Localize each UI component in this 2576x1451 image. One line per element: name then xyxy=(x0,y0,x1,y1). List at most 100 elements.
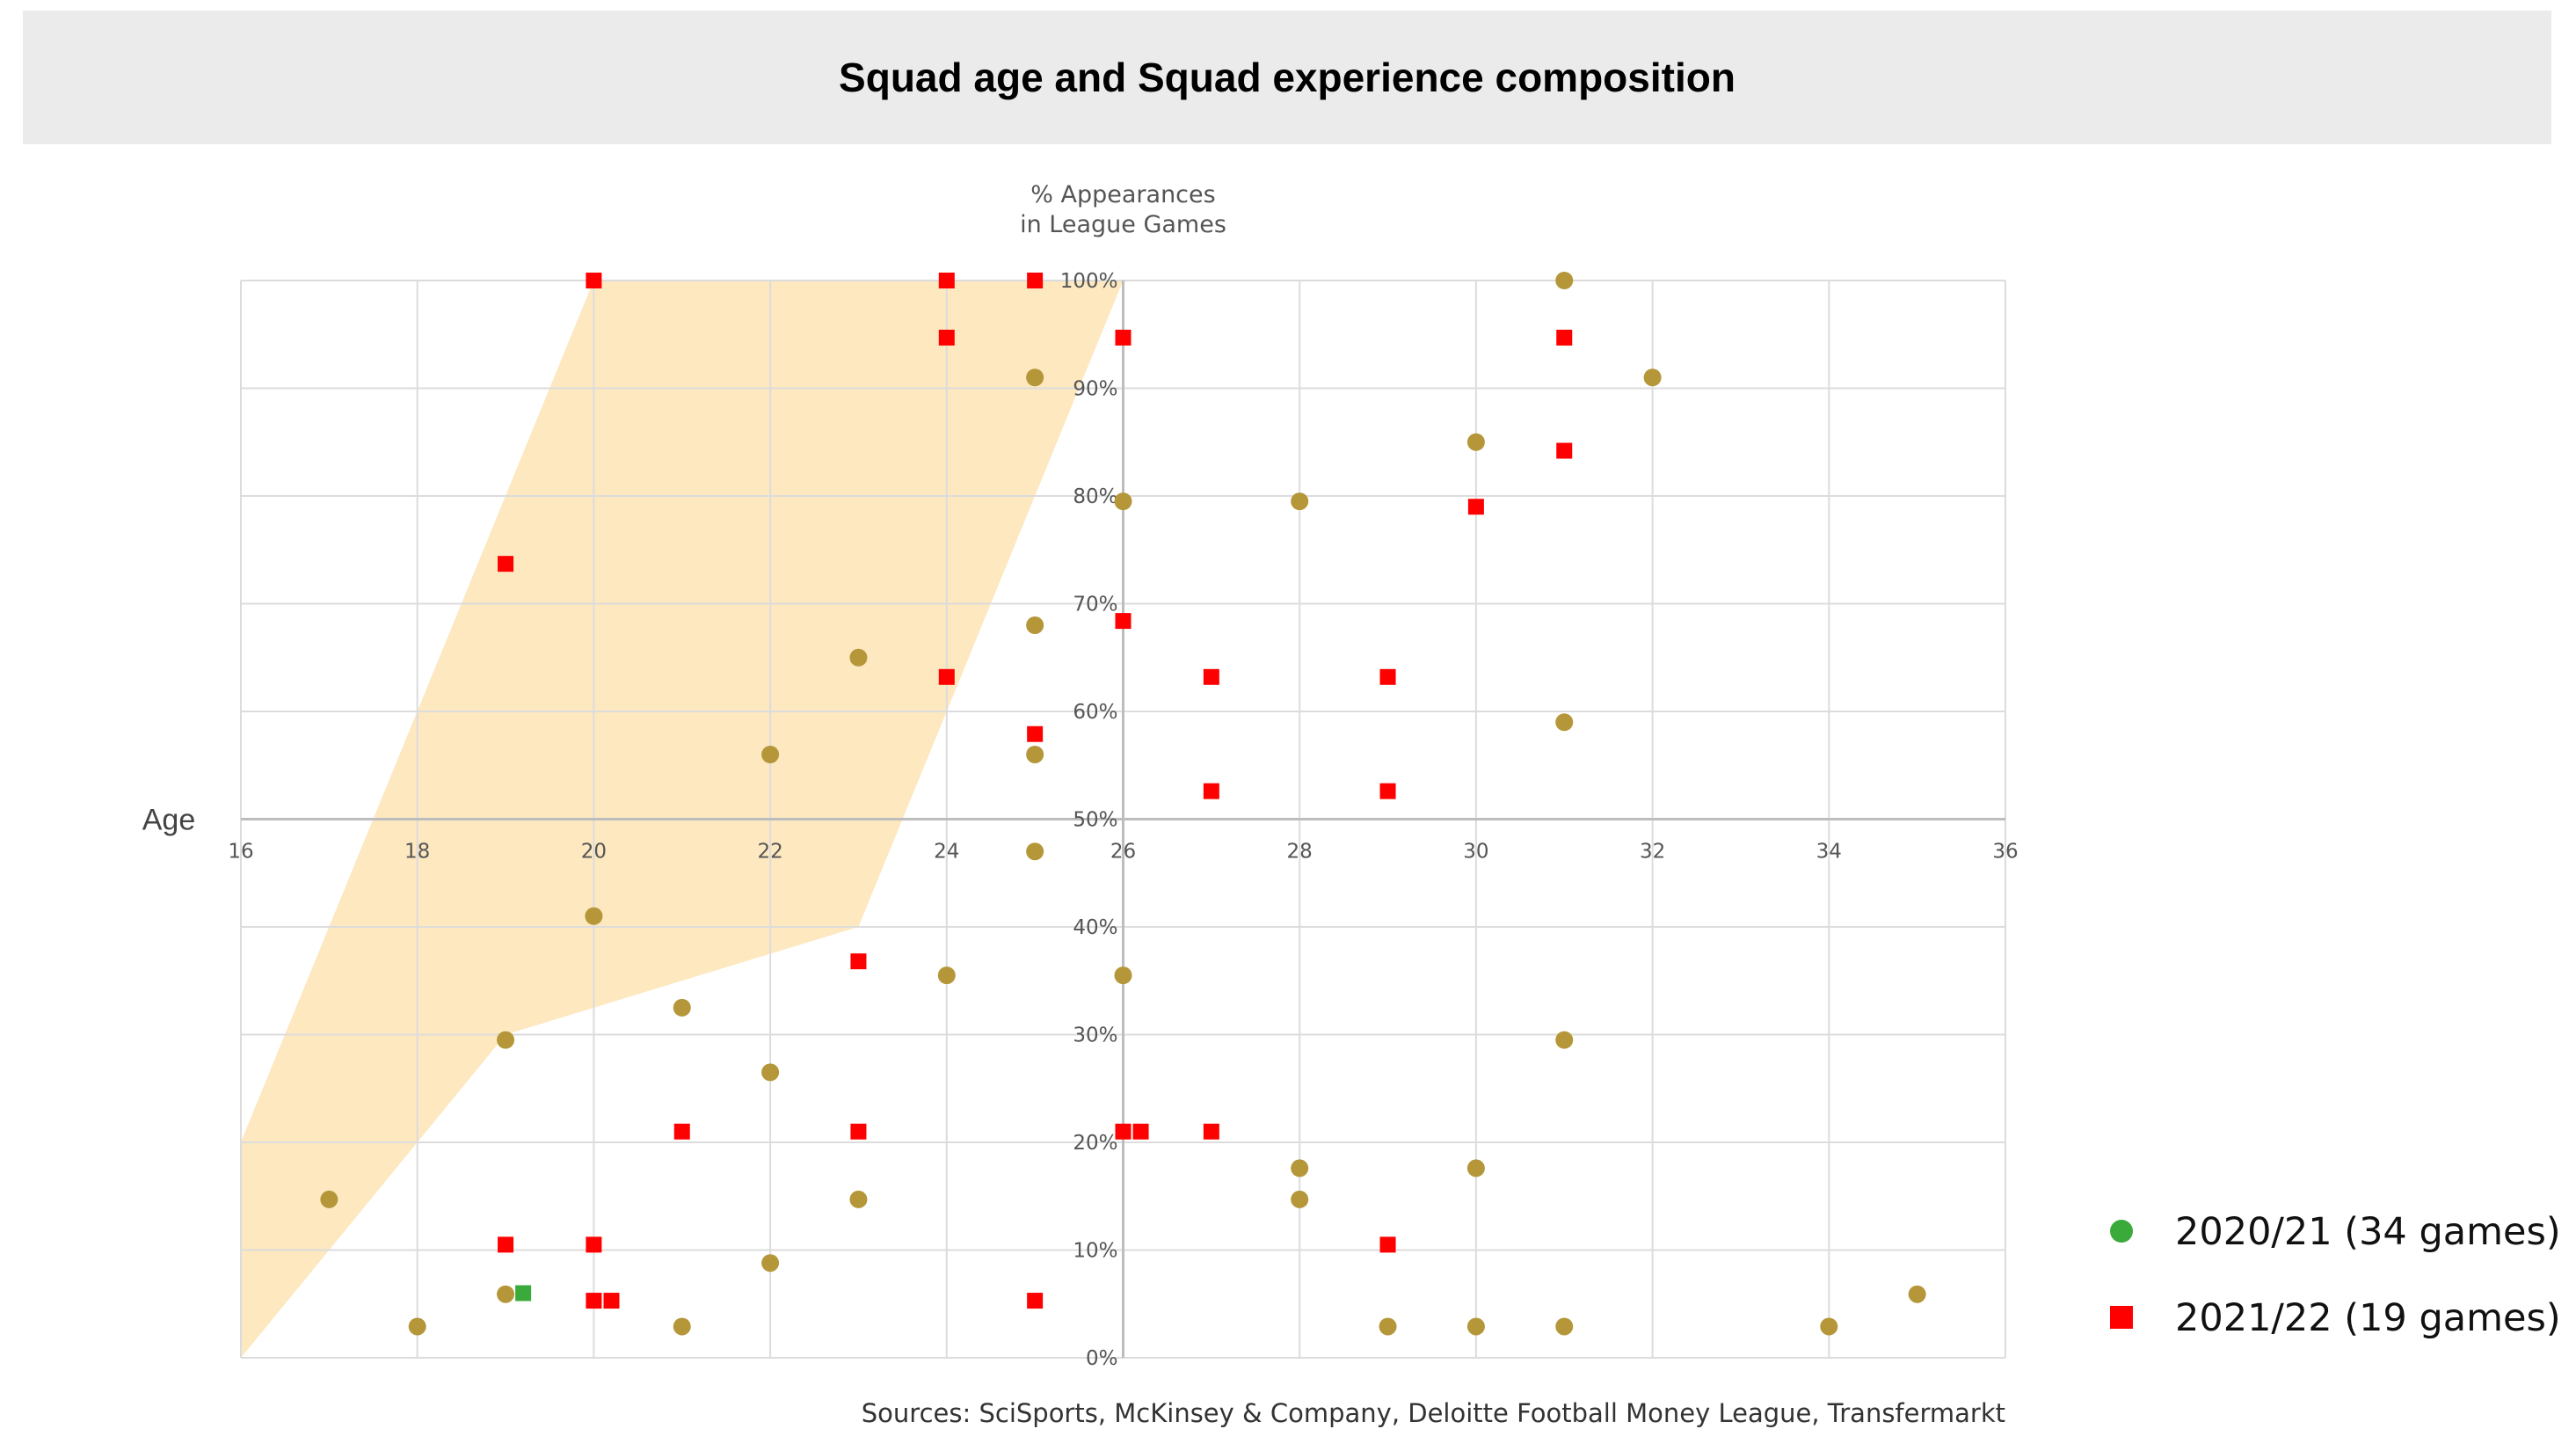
point-2020-21-20 xyxy=(1466,1159,1485,1178)
y-tick-label-0: 0% xyxy=(1086,1347,1118,1370)
y-tick-label-100: 100% xyxy=(1060,270,1118,293)
point-2021-22-11 xyxy=(1203,668,1219,685)
point-2021-22-19 xyxy=(1115,1123,1132,1140)
point-2021-22-16 xyxy=(850,953,867,970)
point-2020-21-13 xyxy=(937,966,956,985)
y-tick-label-60: 60% xyxy=(1073,701,1117,724)
point-2021-22-13 xyxy=(1027,726,1044,742)
point-2021-22-7 xyxy=(1467,499,1484,515)
point-2021-22-25 xyxy=(586,1293,602,1309)
point-2020-21-3 xyxy=(1466,433,1485,451)
point-2021-22-20 xyxy=(1132,1123,1149,1140)
point-2020-21-25 xyxy=(497,1285,515,1303)
point-2020-21-31 xyxy=(1555,1317,1574,1336)
point-2021-22-0 xyxy=(586,273,602,288)
x-tick-label-30: 30 xyxy=(1463,841,1488,864)
x-tick-label-22: 22 xyxy=(757,841,782,864)
point-2020-21-19 xyxy=(1291,1159,1309,1178)
point-2020-21-4 xyxy=(1114,492,1132,511)
point-2020-21-8 xyxy=(1555,713,1574,732)
point-2020-21-0 xyxy=(1555,272,1574,289)
point-2021-22-18 xyxy=(850,1123,867,1140)
legend-label: 2021/22 (19 games) xyxy=(2175,1296,2561,1340)
legend: 2020/21 (34 games) 2021/22 (19 games) xyxy=(2110,1210,2561,1340)
point-2021-22-2 xyxy=(1027,273,1044,288)
point-2020-21-17 xyxy=(1555,1031,1574,1049)
point-2021-22-14 xyxy=(1203,783,1219,799)
point-2020-21-24 xyxy=(761,1254,780,1272)
y-axis-label-line: in League Games xyxy=(1020,211,1226,238)
point-2020-21-22 xyxy=(849,1190,868,1208)
source-note: Sources: SciSports, McKinsey & Company, … xyxy=(862,1398,2005,1428)
point-2020-21-26 xyxy=(1908,1285,1926,1303)
y-tick-label-50: 50% xyxy=(1073,809,1117,832)
point-2020-21-11 xyxy=(1026,842,1044,861)
point-2020-21-32 xyxy=(1820,1317,1838,1336)
point-2020-21-10 xyxy=(1026,746,1044,763)
point-2021-22-12 xyxy=(1379,668,1396,685)
y-axis-label: % Appearances in League Games xyxy=(1020,181,1226,238)
y-tick-label-20: 20% xyxy=(1073,1132,1117,1155)
point-2020-21-5 xyxy=(1291,492,1309,511)
point-2020-21-12 xyxy=(585,907,603,925)
data-points xyxy=(320,272,1926,1336)
y-tick-label-70: 70% xyxy=(1073,594,1117,616)
x-tick-label-34: 34 xyxy=(1816,841,1842,864)
point-2021-22-15 xyxy=(1379,783,1396,799)
point-2020-21-16 xyxy=(497,1031,515,1049)
y-tick-label-40: 40% xyxy=(1073,916,1117,939)
x-tick-label-26: 26 xyxy=(1110,841,1136,864)
y-tick-label-30: 30% xyxy=(1073,1024,1117,1047)
point-2020-21-21 xyxy=(320,1190,338,1208)
x-tick-label-20: 20 xyxy=(581,841,607,864)
point-2021-22-26 xyxy=(603,1293,620,1309)
title-bar: Squad age and Squad experience compositi… xyxy=(23,11,2551,144)
point-2020-21-2 xyxy=(1026,368,1044,387)
point-2020-21-6 xyxy=(1026,616,1044,634)
x-axis-label: Age xyxy=(142,804,196,837)
point-2020-21-30 xyxy=(1466,1317,1485,1336)
legend-marker-2021-22 xyxy=(2110,1306,2133,1329)
x-tick-label-18: 18 xyxy=(404,841,430,864)
point-2020-21-27 xyxy=(408,1317,426,1336)
point-highlight-0 xyxy=(515,1285,532,1302)
axes xyxy=(241,281,2005,1358)
point-2020-21-28 xyxy=(673,1317,691,1336)
point-2021-22-27 xyxy=(1027,1293,1044,1309)
y-tick-label-10: 10% xyxy=(1073,1240,1117,1263)
y-tick-label-90: 90% xyxy=(1073,378,1117,401)
point-2021-22-22 xyxy=(498,1236,514,1253)
point-2020-21-7 xyxy=(849,648,868,667)
point-2021-22-21 xyxy=(1203,1123,1219,1140)
point-2021-22-3 xyxy=(938,329,955,346)
x-tick-label-24: 24 xyxy=(934,841,959,864)
chart-title: Squad age and Squad experience compositi… xyxy=(839,55,1736,100)
point-2020-21-14 xyxy=(1114,966,1132,985)
point-2021-22-4 xyxy=(1115,329,1132,346)
point-2021-22-23 xyxy=(586,1236,602,1253)
y-axis-label-line: % Appearances xyxy=(1030,181,1215,208)
point-2021-22-5 xyxy=(1556,329,1573,346)
x-tick-label-16: 16 xyxy=(228,841,253,864)
point-2021-22-9 xyxy=(1115,613,1132,630)
x-tick-label-32: 32 xyxy=(1640,841,1665,864)
point-2021-22-17 xyxy=(673,1123,690,1140)
x-tick-label-28: 28 xyxy=(1287,841,1313,864)
tick-labels: 16 18 20 22 24 26 28 30 32 34 36 0% 10% 20% 30% 40% 50% 6… xyxy=(228,270,2018,1370)
point-2020-21-15 xyxy=(673,998,691,1017)
point-2021-22-6 xyxy=(1556,442,1573,459)
point-2021-22-1 xyxy=(938,273,955,288)
point-2020-21-29 xyxy=(1379,1317,1397,1336)
point-2021-22-8 xyxy=(498,556,514,572)
point-2020-21-18 xyxy=(761,1063,780,1082)
point-2020-21-23 xyxy=(1291,1190,1309,1208)
legend-label: 2020/21 (34 games) xyxy=(2175,1210,2561,1254)
legend-marker-2020-21 xyxy=(2110,1220,2133,1243)
point-2020-21-1 xyxy=(1643,368,1662,387)
x-tick-label-36: 36 xyxy=(1992,841,2018,864)
point-2021-22-10 xyxy=(938,668,955,685)
point-2021-22-24 xyxy=(1379,1236,1396,1253)
point-2020-21-9 xyxy=(761,746,780,763)
y-tick-label-80: 80% xyxy=(1073,485,1117,508)
